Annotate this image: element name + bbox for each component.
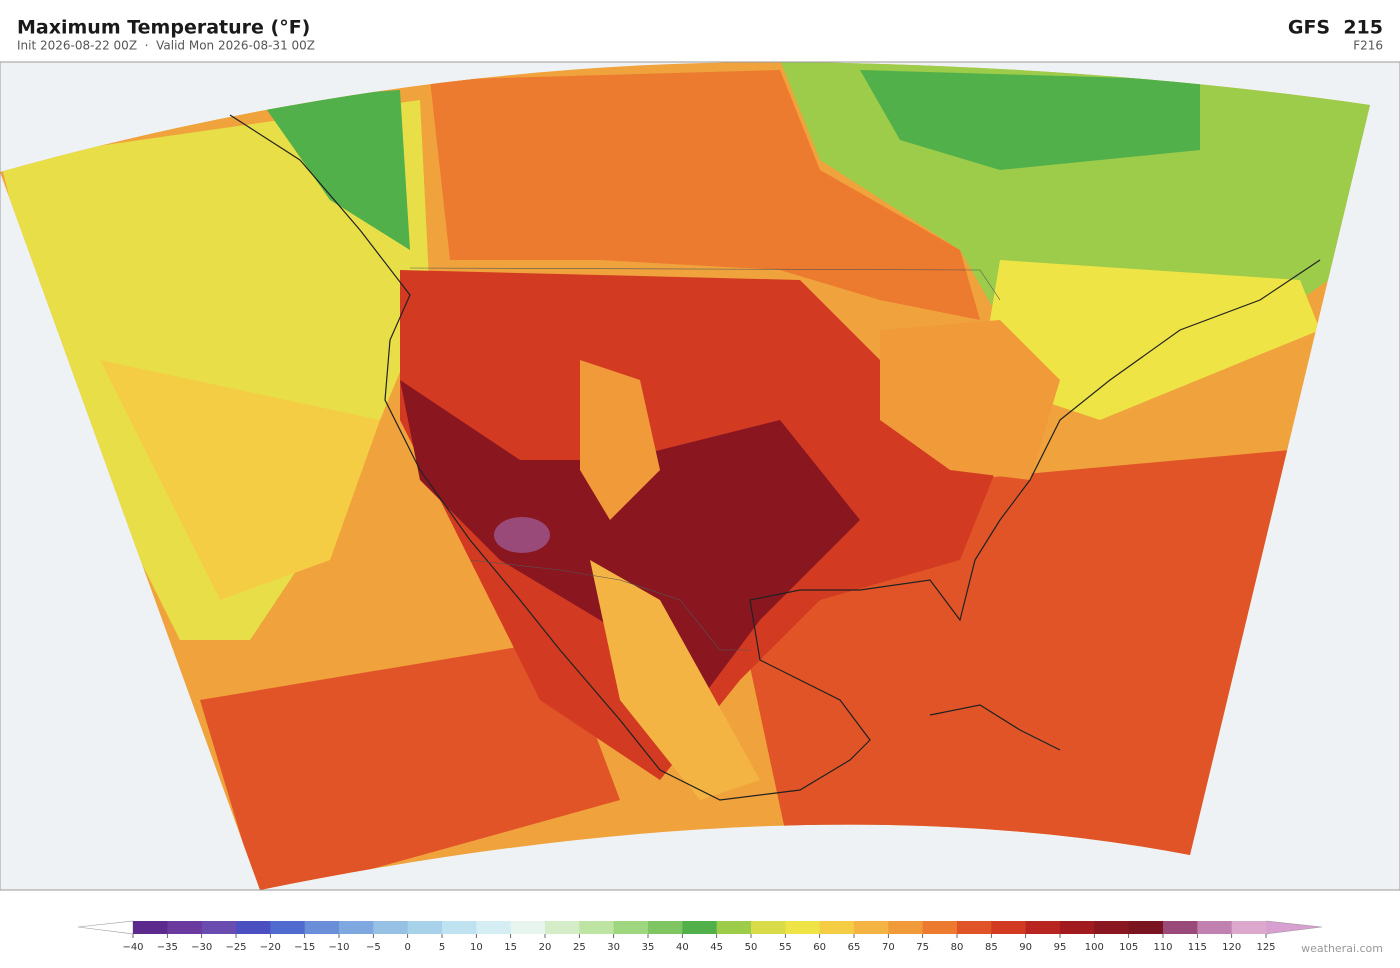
title: Maximum Temperature (°F)	[17, 17, 310, 39]
colorbar-tick-label: 45	[710, 942, 723, 953]
colorbar-swatch	[1231, 921, 1267, 934]
credit: weatherai.com	[1301, 942, 1383, 955]
colorbar-tick-label: 80	[951, 942, 964, 953]
borders	[409, 267, 1001, 651]
colorbar-swatch	[991, 921, 1027, 934]
colorbar-swatch	[957, 921, 992, 934]
border-mexico	[469, 559, 750, 651]
field-pacific-south	[200, 640, 620, 891]
colorbar-tick-label: 110	[1153, 942, 1172, 953]
colorbar-tick-label: 60	[813, 942, 826, 953]
colorbar: −40 −35 −30 −25 −20 −15 −10 −5 0 5 10 15 20 25 30 35 40 4…	[77, 920, 1323, 953]
colorbar-tick-label: 0	[404, 942, 410, 953]
field-great-lakes	[880, 320, 1060, 480]
colorbar-tick-label: −15	[294, 942, 315, 953]
colorbar-tick-label: 125	[1256, 942, 1275, 953]
colorbar-tick-label: 85	[985, 942, 998, 953]
colorbar-tick-label: 100	[1085, 942, 1104, 953]
colorbar-tick-label: 50	[745, 942, 758, 953]
colorbar-swatch	[716, 921, 752, 934]
coastlines	[229, 114, 1321, 801]
colorbar-swatch	[373, 921, 409, 934]
colorbar-tick-label: 75	[916, 942, 929, 953]
colorbar-tick-label: −20	[260, 942, 281, 953]
colorbar-tick-label: −25	[225, 942, 246, 953]
colorbar-tick-label: 30	[607, 942, 620, 953]
colorbar-swatch	[888, 921, 924, 934]
colorbar-swatch	[751, 921, 786, 934]
colorbar-swatch	[1128, 921, 1164, 934]
colorbar-tick-label: 70	[882, 942, 895, 953]
colorbar-swatch	[201, 921, 237, 934]
colorbar-swatch	[682, 921, 718, 934]
temperature-field	[0, 61, 1370, 891]
colorbar-swatch	[785, 921, 821, 934]
colorbar-tick-label: 20	[539, 942, 552, 953]
colorbar-swatch	[1025, 921, 1061, 934]
colorbar-tick-label: 95	[1054, 942, 1067, 953]
colorbar-tick-label: 25	[573, 942, 586, 953]
colorbar-tick-label: 105	[1119, 942, 1138, 953]
forecast-hour: F216	[1353, 39, 1383, 53]
colorbar-tick-label: 5	[439, 942, 445, 953]
colorbar-swatch	[648, 921, 683, 934]
map-frame	[0, 61, 1400, 891]
coastline	[229, 114, 1321, 801]
field-sierra-madre	[590, 560, 760, 800]
colorbar-swatch	[442, 921, 477, 934]
colorbar-tick-label: −30	[191, 942, 212, 953]
field-bc-green	[260, 90, 410, 250]
colorbar-swatch	[1197, 921, 1233, 934]
colorbar-swatch	[579, 921, 615, 934]
colorbar-swatch	[236, 921, 271, 934]
field-prairies	[430, 70, 980, 320]
colorbar-swatch	[1094, 921, 1130, 934]
field-canada-dark-green	[860, 70, 1200, 170]
colorbar-tick-label: 35	[642, 942, 655, 953]
coastline-cuba	[929, 704, 1061, 751]
colorbar-tick-label: 10	[470, 942, 483, 953]
colorbar-tick-label: 40	[676, 942, 689, 953]
colorbar-tick-label: −40	[122, 942, 143, 953]
colorbar-swatch	[922, 921, 958, 934]
colorbar-swatch	[613, 921, 649, 934]
colorbar-swatch	[304, 921, 340, 934]
field-rockies	[580, 360, 660, 520]
colorbar-swatch	[819, 921, 855, 934]
colorbar-swatch	[339, 921, 374, 934]
colorbar-tick-label: −35	[157, 942, 178, 953]
colorbar-tick-label: 90	[1019, 942, 1032, 953]
colorbar-swatch	[545, 921, 580, 934]
border-canada	[409, 267, 1001, 301]
model-label: GFS 215	[1288, 17, 1383, 39]
subtitle: Init 2026-08-22 00Z · Valid Mon 2026-08-…	[17, 39, 315, 53]
colorbar-swatch	[407, 921, 443, 934]
colorbar-swatch	[133, 921, 168, 934]
colorbar-tick-label: −10	[328, 942, 349, 953]
field-desert-extreme	[494, 517, 550, 553]
colorbar-swatch	[476, 921, 512, 934]
colorbar-swatch	[1060, 921, 1095, 934]
colorbar-swatch	[1163, 921, 1198, 934]
colorbar-extend-high	[1265, 920, 1323, 935]
colorbar-extend-low	[77, 920, 134, 935]
colorbar-swatch	[270, 921, 306, 934]
field-us-very-hot	[400, 380, 860, 700]
colorbar-swatch	[167, 921, 203, 934]
field-northeast-yellow	[980, 260, 1320, 420]
colorbar-tick-label: −5	[366, 942, 381, 953]
colorbar-tick-label: 15	[504, 942, 517, 953]
colorbar-tick-label: 65	[848, 942, 861, 953]
colorbar-swatch	[854, 921, 889, 934]
colorbar-tick-label: 55	[779, 942, 792, 953]
colorbar-swatch	[510, 921, 546, 934]
colorbar-tick-label: 120	[1222, 942, 1241, 953]
field-pacific-mild	[100, 360, 380, 600]
colorbar-tick-label: 115	[1188, 942, 1207, 953]
